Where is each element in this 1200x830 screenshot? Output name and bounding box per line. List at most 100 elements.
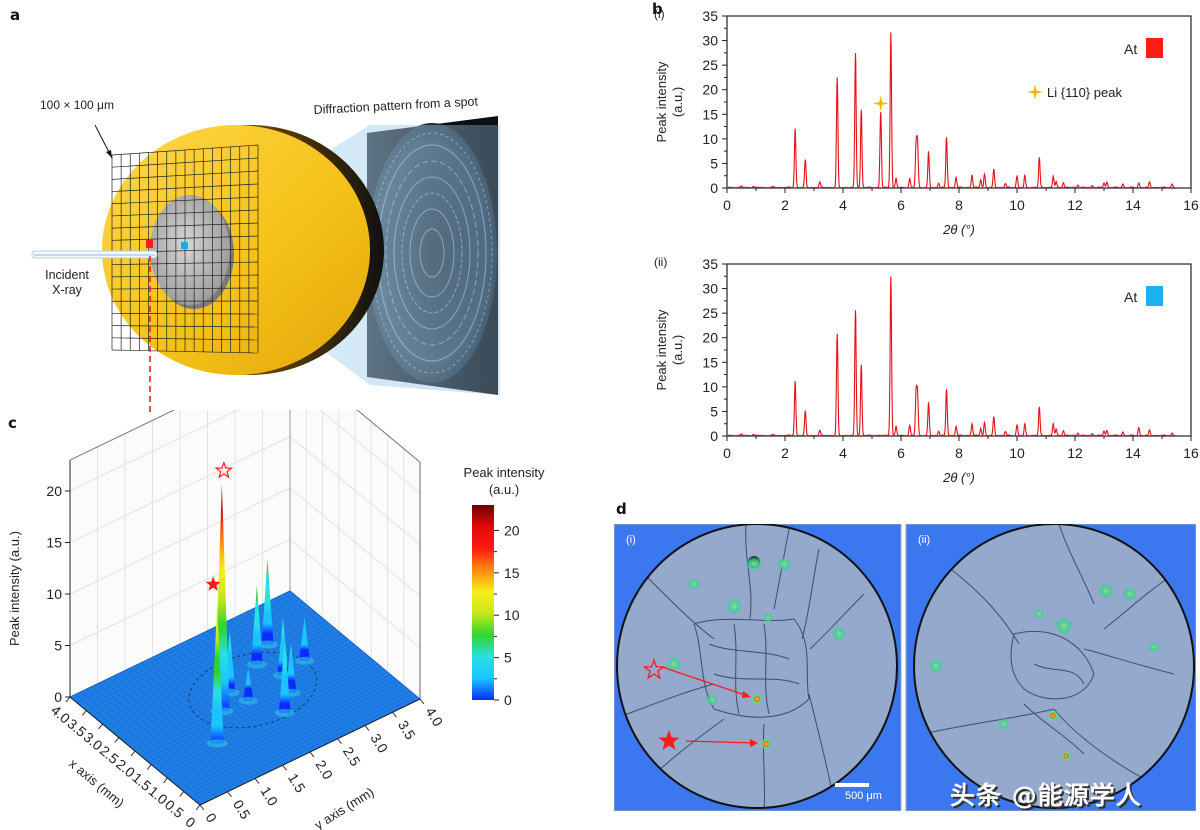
open-star-icon [214,460,234,479]
surface-spike [250,585,263,665]
optical-image-i [614,524,902,811]
spike-base [257,640,278,649]
y-tick-label: 20 [702,82,718,98]
filled-star-icon [205,576,221,591]
x-tick-label: 12 [1067,197,1083,213]
filled-star-arrow [685,740,755,744]
x-tick-label: 10 [1009,197,1025,213]
panel-a-label: a [10,6,21,24]
x-tick-label: 16 [1183,197,1199,213]
y-tick-label: 10 [702,131,718,147]
incident-xray-label: Incident X-ray [42,268,92,298]
scale-bar-label: 500 μm [845,790,882,802]
mesh-line [212,627,344,737]
x-tick [163,777,168,784]
watermark: 头条 @能源学人 [950,781,1142,810]
xrd-chart-ii: 0 5 10 15 20 25 30 35 0 2 4 6 8 10 12 14 16 2θ (°) Peak in… [654,255,1199,485]
mesh-line [262,604,393,713]
y-tick-label: 25 [702,57,718,73]
spectrum-line [727,276,1175,437]
x-tick-label: 4 [839,445,847,461]
legend-label: At [1124,289,1137,305]
y-tick-label: 15 [702,106,718,122]
colorbar [472,505,494,700]
mesh-line [229,620,360,729]
colorbar-tick-label: 20 [504,522,520,538]
mesh-line [79,598,300,706]
mesh-line [273,598,404,708]
mesh-line [190,638,322,747]
z-tick-label: 5 [54,638,62,654]
colorbar-unit: (a.u.) [489,482,519,497]
mesh-line [102,617,323,725]
x-tick-label: 12 [1067,445,1083,461]
y-tick [392,711,397,718]
panel-d-label: d [616,500,627,518]
wall-grid-line [69,410,421,494]
spike-base [206,739,228,748]
surface-spike [242,667,254,701]
mesh-line [92,609,313,717]
mesh-line [95,612,317,719]
x-tick [195,804,201,811]
y-tick-label: 2.5 [340,744,364,769]
colorbar-tick-label: 15 [504,565,520,581]
colorbar-tick-label: 10 [504,607,520,623]
x-tick-label: 14 [1125,197,1141,213]
subpanel-label: (i) [654,7,665,21]
colorbar-tick-label: 5 [504,650,512,666]
y-tick [309,751,315,758]
scale-bar [835,783,869,787]
y-tick-label: 15 [702,354,718,370]
annotation-label: Li {110} peak [1047,85,1122,100]
spike-base [238,696,258,705]
y-tick [419,698,425,705]
mesh-line [240,614,371,723]
blue-scan-spot [181,242,188,249]
y-tick-label: 2.0 [312,757,336,782]
legend-li-marker-icon [1027,84,1043,100]
spike-base [246,660,267,669]
y-tick [254,778,260,784]
y-tick-label: 0 [710,428,718,444]
panel-c-label: c [8,414,17,432]
x-tick-label: 14 [1125,445,1141,461]
y-tick-label: 5 [710,403,718,419]
surface-spike [285,643,297,693]
colorbar-tick-label: 0 [504,692,512,708]
mesh-line [284,593,415,702]
open-star-arrow [661,666,749,697]
spike-base [294,656,315,665]
y-tick-label: 4.0 [422,704,446,729]
z-tick-label: 20 [46,483,62,499]
y-tick-label: 35 [702,8,718,24]
box-top-edge [69,410,421,463]
x-tick-label: 2 [781,445,789,461]
z-tick-label: 10 [46,586,62,602]
surface-spike [210,604,224,744]
scan-grid [111,144,259,354]
x-tick-label: 8 [955,197,963,213]
mesh-line [69,590,291,698]
image-ii-label: (ii) [918,534,931,546]
x-axis-label: 2θ (°) [942,470,975,485]
plot-frame [726,263,1192,437]
x-tick [81,710,87,716]
y-tick-label: 5 [710,155,718,171]
y-tick [199,804,205,811]
surface-spike [278,638,291,713]
xrd-chart-i: 0 5 10 15 20 25 30 35 0 2 4 6 8 10 12 14 16 2θ (°) Peak in… [654,7,1199,237]
surface-spike [261,559,274,645]
x-tick-label: 10 [1009,445,1025,461]
y-tick [364,725,370,731]
x-tick [98,723,103,730]
spectrum-line [727,32,1176,189]
li-peak-marker-icon [872,95,889,112]
x-tick-label: 0 [183,814,199,830]
lithium-deposit [150,195,230,305]
mesh-line [89,607,310,714]
hotspot-open-star [748,690,766,708]
z-tick-label: 0 [54,689,62,705]
y-tick-label: 1.5 [285,770,309,795]
